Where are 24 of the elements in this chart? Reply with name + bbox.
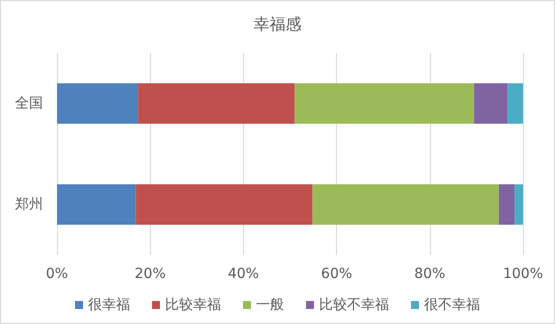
bar: [138, 83, 295, 124]
legend-label: 比较幸福: [165, 297, 221, 313]
legend-label: 很不幸福: [424, 297, 480, 313]
x-tick-label: 80%: [414, 266, 446, 282]
chart-title: 幸福感: [254, 14, 302, 34]
bar: [508, 83, 523, 124]
x-tick-label: 0%: [46, 266, 68, 282]
bar: [474, 83, 508, 124]
bar: [136, 184, 312, 225]
y-tick-label: 全国: [15, 96, 43, 112]
x-tick-label: 40%: [228, 266, 259, 282]
legend-label: 很幸福: [88, 297, 130, 313]
x-tick-label: 60%: [321, 266, 352, 282]
bar: [294, 83, 474, 124]
bar: [498, 184, 515, 225]
bar: [57, 83, 138, 124]
x-tick-label: 20%: [134, 266, 166, 282]
legend-label: 一般: [256, 297, 284, 313]
legend-label: 比较不幸福: [319, 297, 389, 313]
bar: [514, 184, 523, 225]
bar: [57, 184, 136, 225]
y-tick-label: 郑州: [15, 196, 43, 212]
bar: [312, 184, 499, 225]
x-tick-label: 100%: [502, 266, 544, 282]
